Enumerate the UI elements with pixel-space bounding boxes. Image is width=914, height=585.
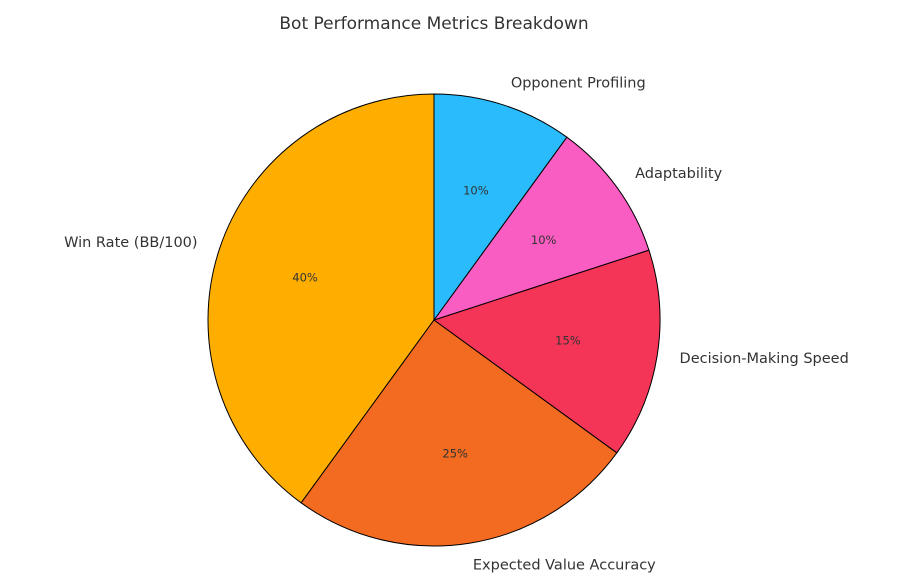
slice-percent: 10% xyxy=(531,233,557,247)
slice-label: Win Rate (BB/100) xyxy=(64,235,197,251)
pie-slice xyxy=(433,93,568,322)
slice-percent: 15% xyxy=(555,334,581,348)
pie-slice xyxy=(432,136,650,321)
slice-percent: 40% xyxy=(292,271,318,285)
pie-slice xyxy=(300,319,618,547)
slice-percent: 25% xyxy=(442,446,468,460)
chart-title: Bot Performance Metrics Breakdown xyxy=(279,14,588,34)
slice-percent: 10% xyxy=(463,184,489,198)
pie-slice xyxy=(207,93,435,504)
slice-label: Decision-Making Speed xyxy=(680,351,849,367)
slice-label: Expected Value Accuracy xyxy=(473,558,656,574)
slice-label: Opponent Profiling xyxy=(511,76,646,92)
slice-label: Adaptability xyxy=(635,166,723,182)
pie-slice xyxy=(432,249,661,454)
